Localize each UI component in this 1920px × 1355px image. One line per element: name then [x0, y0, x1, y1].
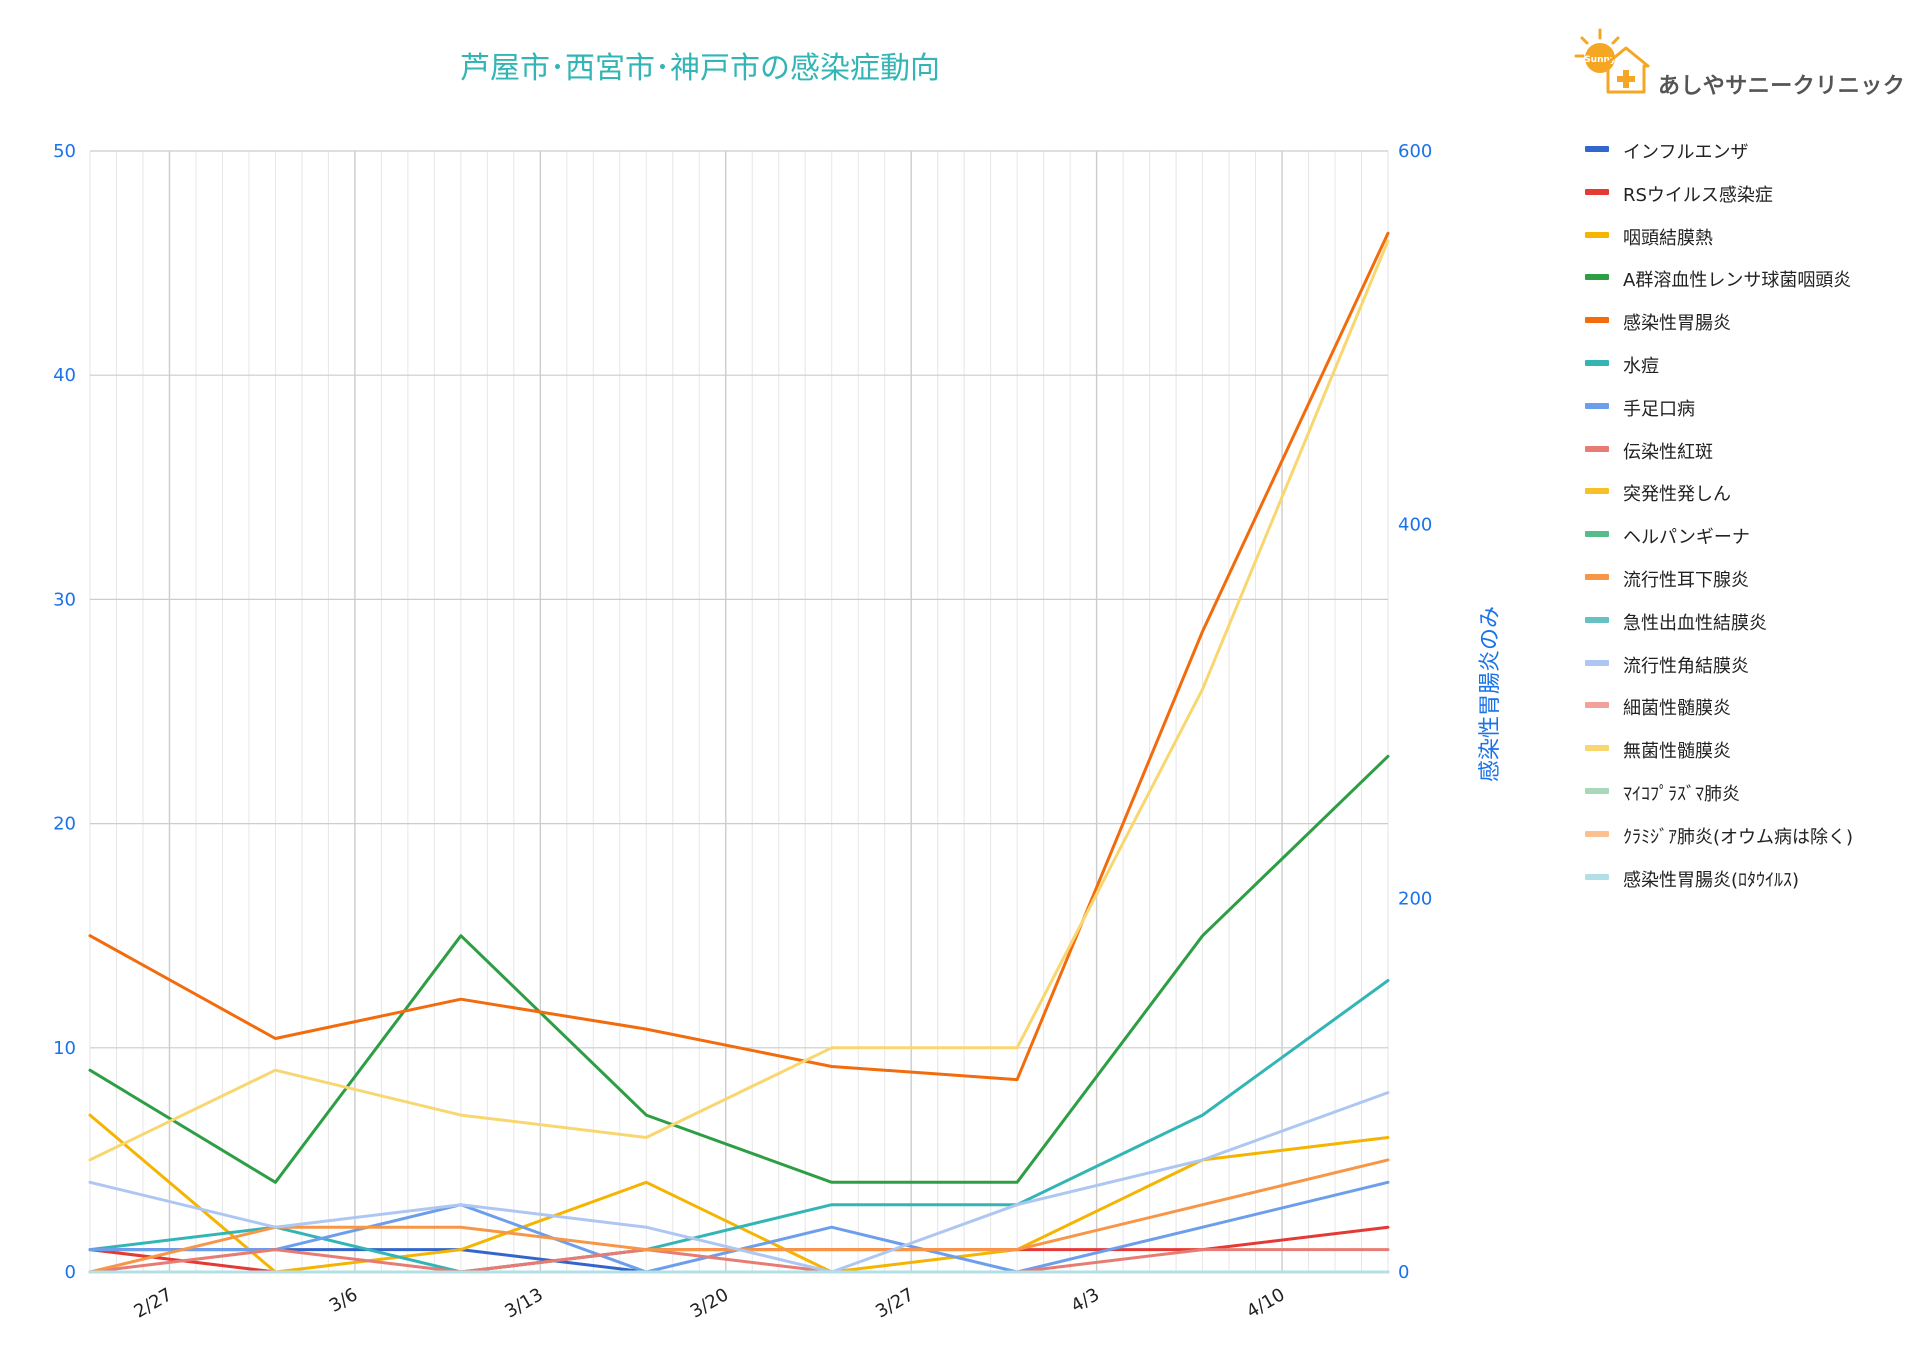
x-tick-label: 3/27 — [872, 1284, 918, 1322]
legend-swatch — [1585, 360, 1609, 366]
y2-tick-label: 400 — [1398, 515, 1432, 536]
series-line-10 — [88, 1158, 1390, 1274]
legend-item: 流行性耳下腺炎 — [1585, 562, 1915, 592]
y-axis-right: 0 200 400 600 — [1398, 141, 1432, 1283]
svg-text:Sunny: Sunny — [1584, 55, 1616, 65]
legend-swatch — [1585, 274, 1609, 281]
y2-tick-label: 0 — [1398, 1262, 1409, 1283]
legend-label: インフルエンザ — [1623, 142, 1749, 163]
legend-label: 伝染性紅斑 — [1623, 441, 1713, 463]
legend-label: 感染性胃腸炎 — [1623, 313, 1731, 335]
legend-swatch — [1585, 702, 1609, 709]
legend-label: 感染性胃腸炎(ﾛﾀｳｲﾙｽ) — [1623, 869, 1800, 891]
legend-label: RSウイルス感染症 — [1623, 184, 1773, 206]
legend-item: 伝染性紅斑 — [1585, 434, 1915, 464]
legend-swatch — [1585, 231, 1609, 238]
legend-swatch — [1585, 616, 1609, 623]
legend-swatch — [1585, 531, 1609, 538]
x-tick-label: 2/27 — [130, 1284, 176, 1322]
y-axis-left: 0 10 20 30 40 50 — [53, 141, 76, 1283]
y-tick-label: 20 — [53, 814, 76, 835]
y-tick-label: 50 — [53, 141, 76, 162]
legend-label: 流行性耳下腺炎 — [1623, 570, 1749, 591]
legend-swatch — [1585, 574, 1609, 580]
series-line-4 — [88, 231, 1390, 1082]
y2-tick-label: 600 — [1398, 141, 1432, 162]
legend-item: ヘルパンギーナ — [1585, 519, 1915, 549]
clinic-logo: Sunny あしやサニークリニック — [1570, 26, 1910, 106]
legend-item: ｸﾗﾐｼﾞｱ肺炎(オウム病は除く) — [1585, 819, 1915, 849]
x-tick-label: 3/13 — [501, 1284, 547, 1322]
legend-swatch — [1585, 317, 1609, 324]
x-tick-label: 3/20 — [687, 1284, 733, 1322]
legend-swatch — [1585, 873, 1609, 880]
legend-label: A群溶血性レンサ球菌咽頭炎 — [1623, 270, 1852, 292]
y-tick-label: 10 — [53, 1038, 76, 1059]
legend-swatch — [1585, 830, 1609, 837]
legend-swatch — [1585, 788, 1609, 794]
legend-label: 突発性発しん — [1623, 484, 1731, 506]
legend-item: 水痘 — [1585, 348, 1915, 378]
legend-item: 手足口病 — [1585, 391, 1915, 421]
legend-item: A群溶血性レンサ球菌咽頭炎 — [1585, 262, 1915, 292]
legend-label: ﾏｲｺﾌﾟﾗｽﾞﾏ肺炎 — [1623, 784, 1740, 805]
y2-tick-label: 200 — [1398, 888, 1432, 909]
y-tick-label: 30 — [53, 589, 76, 610]
x-axis: 2/27 3/6 3/13 3/20 3/27 4/3 4/10 — [130, 1284, 1288, 1322]
legend-item: インフルエンザ — [1585, 134, 1915, 164]
sun-house-icon: Sunny — [1574, 28, 1650, 94]
legend-swatch — [1585, 188, 1609, 195]
legend-item: RSウイルス感染症 — [1585, 177, 1915, 207]
x-tick-label: 4/10 — [1243, 1284, 1289, 1322]
legend-item: 感染性胃腸炎 — [1585, 305, 1915, 335]
legend-label: 流行性角結膜炎 — [1623, 655, 1749, 677]
series-line-7 — [88, 1248, 1390, 1274]
series-lines — [88, 231, 1390, 1274]
legend-swatch — [1585, 488, 1609, 495]
x-tick-label: 3/6 — [326, 1284, 362, 1317]
y-tick-label: 40 — [53, 365, 76, 386]
legend-label: ｸﾗﾐｼﾞｱ肺炎(オウム病は除く) — [1623, 826, 1854, 848]
legend-item: 咽頭結膜熱 — [1585, 220, 1915, 250]
legend-label: 咽頭結膜熱 — [1623, 227, 1713, 249]
series-line-12 — [88, 1091, 1390, 1274]
legend-label: 急性出血性結膜炎 — [1623, 612, 1767, 634]
y2-axis-label: 感染性胃腸炎のみ — [1478, 606, 1503, 782]
legend-swatch — [1585, 659, 1609, 666]
chart-title: 芦屋市･西宮市･神戸市の感染症動向 — [460, 51, 940, 86]
legend-swatch — [1585, 445, 1609, 452]
grid — [89, 150, 1389, 1273]
series-line-14 — [88, 239, 1390, 1162]
legend-item: 突発性発しん — [1585, 476, 1915, 506]
series-line-5 — [88, 979, 1390, 1274]
legend-label: 無菌性髄膜炎 — [1623, 741, 1731, 763]
legend-swatch — [1585, 745, 1609, 752]
legend-label: 手足口病 — [1623, 398, 1695, 420]
series-line-3 — [88, 754, 1390, 1184]
legend-label: ヘルパンギーナ — [1623, 527, 1750, 549]
legend-item: 無菌性髄膜炎 — [1585, 733, 1915, 763]
y-tick-label: 0 — [65, 1262, 76, 1283]
legend-swatch — [1585, 146, 1609, 152]
legend-item: 細菌性髄膜炎 — [1585, 690, 1915, 720]
legend-item: 急性出血性結膜炎 — [1585, 605, 1915, 635]
legend-label: 水痘 — [1623, 356, 1659, 377]
legend-item: ﾏｲｺﾌﾟﾗｽﾞﾏ肺炎 — [1585, 776, 1915, 806]
legend-item: 感染性胃腸炎(ﾛﾀｳｲﾙｽ) — [1585, 862, 1915, 892]
legend-item: 流行性角結膜炎 — [1585, 648, 1915, 678]
legend-label: 細菌性髄膜炎 — [1623, 698, 1731, 720]
clinic-name: あしやサニークリニック — [1658, 74, 1906, 99]
legend-swatch — [1585, 402, 1609, 409]
x-tick-label: 4/3 — [1068, 1284, 1104, 1317]
